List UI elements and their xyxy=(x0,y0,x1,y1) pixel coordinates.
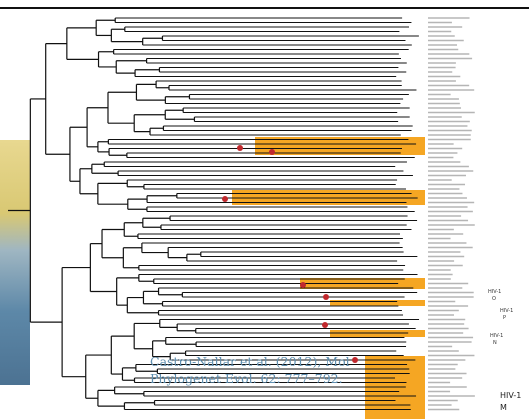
citation: Castro-Nallar et al. (2012), Mol xyxy=(150,354,350,369)
node-marker xyxy=(352,357,358,363)
clade-label: M xyxy=(500,403,507,412)
node-marker xyxy=(300,282,306,288)
node-marker xyxy=(237,145,243,151)
highlight xyxy=(330,300,425,306)
slide-canvas: HIV-1 O HIV-1 P HIV-1 N HIV-1 M Castro-N… xyxy=(0,0,529,419)
clade-label: HIV-1 xyxy=(490,333,503,339)
side-photo xyxy=(0,140,30,385)
citation: Phylogenet Evol. 62: 777–792. xyxy=(150,371,343,386)
node-marker xyxy=(222,196,228,202)
clade-label: HIV-1 xyxy=(488,289,501,295)
node-marker xyxy=(269,149,275,155)
clade-label: N xyxy=(493,340,497,346)
node-marker xyxy=(323,294,329,300)
clade-label: HIV-1 xyxy=(500,308,513,314)
clade-label: HIV-1 xyxy=(500,391,521,400)
clade-label: P xyxy=(503,315,506,321)
clade-label: O xyxy=(492,296,496,302)
slide: HIV-1 O HIV-1 P HIV-1 N HIV-1 M Castro-N… xyxy=(0,0,529,419)
node-marker xyxy=(322,322,328,328)
